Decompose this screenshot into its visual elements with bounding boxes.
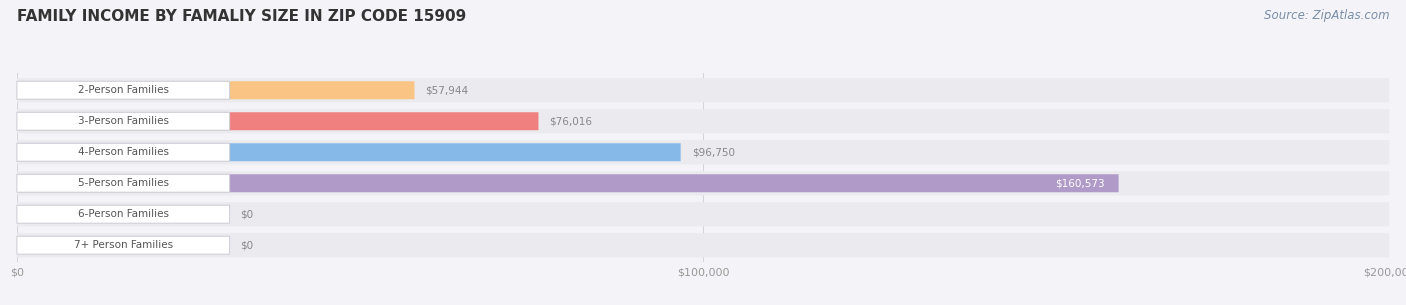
FancyBboxPatch shape	[17, 140, 1389, 164]
FancyBboxPatch shape	[17, 202, 1389, 226]
Text: $160,573: $160,573	[1056, 178, 1105, 188]
Text: $0: $0	[240, 209, 253, 219]
FancyBboxPatch shape	[17, 81, 229, 99]
Text: $96,750: $96,750	[692, 147, 735, 157]
Text: 2-Person Families: 2-Person Families	[77, 85, 169, 95]
Text: Source: ZipAtlas.com: Source: ZipAtlas.com	[1264, 9, 1389, 22]
FancyBboxPatch shape	[17, 236, 229, 254]
FancyBboxPatch shape	[17, 174, 1119, 192]
FancyBboxPatch shape	[17, 112, 229, 130]
FancyBboxPatch shape	[17, 78, 1389, 102]
FancyBboxPatch shape	[17, 112, 538, 130]
FancyBboxPatch shape	[17, 174, 229, 192]
Text: $57,944: $57,944	[426, 85, 468, 95]
Text: $0: $0	[240, 240, 253, 250]
Text: 3-Person Families: 3-Person Families	[77, 116, 169, 126]
FancyBboxPatch shape	[17, 205, 229, 223]
Text: 7+ Person Families: 7+ Person Families	[73, 240, 173, 250]
Text: 6-Person Families: 6-Person Families	[77, 209, 169, 219]
Text: $76,016: $76,016	[550, 116, 592, 126]
Text: 5-Person Families: 5-Person Families	[77, 178, 169, 188]
Text: FAMILY INCOME BY FAMALIY SIZE IN ZIP CODE 15909: FAMILY INCOME BY FAMALIY SIZE IN ZIP COD…	[17, 9, 467, 24]
FancyBboxPatch shape	[17, 143, 229, 161]
FancyBboxPatch shape	[17, 143, 681, 161]
FancyBboxPatch shape	[17, 81, 415, 99]
FancyBboxPatch shape	[17, 171, 1389, 195]
Text: 4-Person Families: 4-Person Families	[77, 147, 169, 157]
FancyBboxPatch shape	[17, 233, 1389, 257]
FancyBboxPatch shape	[17, 109, 1389, 133]
